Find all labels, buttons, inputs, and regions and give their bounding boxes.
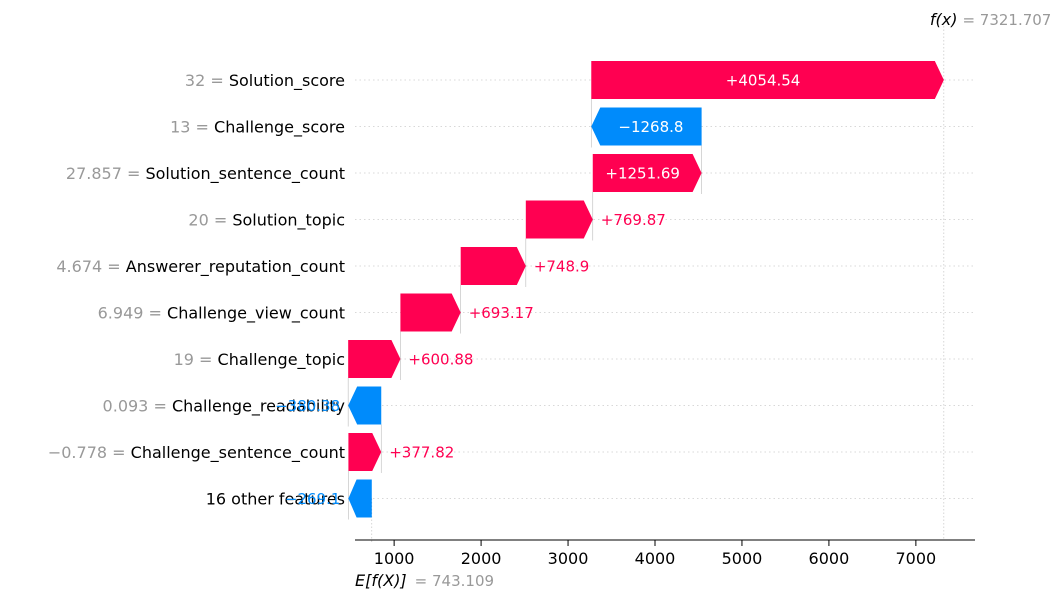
x-axis: 1000 2000 3000 4000 5000 6000 7000	[355, 539, 975, 568]
feature-value: 13 =	[170, 118, 214, 137]
bar-value-label: +1251.69	[605, 165, 680, 183]
x-tick-label: 4000	[635, 549, 676, 568]
feature-labels: 32 = Solution_score 13 = Challenge_score 2…	[48, 71, 345, 509]
feature-label: 16 other features	[206, 490, 345, 509]
bar-solution_topic	[525, 200, 593, 239]
value-guides	[347, 26, 945, 542]
x-tick-label: 1000	[374, 549, 415, 568]
feature-name: Challenge_view_count	[167, 304, 345, 324]
x-tick-label: 7000	[896, 549, 937, 568]
base-value-symbol: E[f(X)]	[355, 571, 407, 590]
final-value-symbol: f(x)	[930, 10, 958, 29]
feature-value: 19 =	[174, 350, 218, 369]
feature-value: 20 =	[188, 211, 232, 230]
feature-value: −0.778 =	[48, 443, 131, 462]
bar-value-label: −380.38	[275, 397, 340, 415]
feature-value: 32 =	[185, 71, 229, 90]
bar-value-label: +600.88	[408, 351, 473, 369]
bar-value-label: +377.82	[389, 444, 454, 462]
bar-value-label: +748.9	[534, 258, 590, 276]
bar-value-label: −269.1	[285, 490, 341, 508]
x-tick-label: 6000	[809, 549, 850, 568]
value-annotations: +4054.54 −1268.8 +1251.69 +769.87 +748.9 +693…	[275, 10, 1051, 590]
feature-name: 16 other features	[206, 490, 345, 509]
final-value-label: f(x) = 7321.707	[930, 10, 1052, 29]
feature-value: 27.857 =	[66, 164, 146, 183]
feature-label: 13 = Challenge_score	[170, 118, 345, 138]
bar-challenge_view_count	[400, 293, 461, 332]
feature-name: Answerer_reputation_count	[126, 257, 345, 277]
x-tick-label: 2000	[461, 549, 502, 568]
contribution-bars	[348, 61, 944, 518]
feature-name: Challenge_sentence_count	[131, 443, 345, 463]
feature-label: 32 = Solution_score	[185, 71, 345, 91]
bar-challenge_readability	[348, 386, 382, 425]
base-value-number: = 743.109	[415, 572, 494, 590]
feature-value: 4.674 =	[56, 257, 125, 276]
bar-value-label: +693.17	[469, 304, 534, 322]
bar-answerer_reputation_count	[460, 247, 526, 285]
feature-value: 6.949 =	[98, 304, 167, 323]
bar-value-label: +4054.54	[726, 72, 801, 90]
feature-label: −0.778 = Challenge_sentence_count	[48, 443, 345, 463]
x-tick-label: 5000	[722, 549, 763, 568]
bar-challenge_topic	[348, 340, 401, 378]
bar-challenge_score	[591, 107, 702, 146]
x-tick-label: 3000	[548, 549, 589, 568]
feature-name: Solution_sentence_count	[145, 164, 345, 184]
feature-label: 27.857 = Solution_sentence_count	[66, 164, 345, 184]
feature-label: 4.674 = Answerer_reputation_count	[56, 257, 345, 277]
feature-name: Solution_topic	[232, 211, 345, 231]
bar-value-label: −1268.8	[618, 118, 683, 136]
feature-value: 0.093 =	[103, 397, 172, 416]
base-value-label: E[f(X)] = 743.109	[355, 571, 494, 590]
bar-challenge_sentence_count	[348, 433, 382, 471]
bar-16-other-features	[348, 479, 372, 518]
bar-solution_score	[591, 61, 944, 99]
feature-label: 6.949 = Challenge_view_count	[98, 304, 345, 324]
feature-label: 19 = Challenge_topic	[174, 350, 345, 370]
feature-label: 0.093 = Challenge_readability	[103, 397, 345, 417]
feature-name: Challenge_readability	[172, 397, 345, 417]
feature-name: Challenge_score	[214, 118, 345, 138]
feature-label: 20 = Solution_topic	[188, 211, 345, 231]
final-value-number: = 7321.707	[962, 11, 1051, 29]
bar-value-label: +769.87	[601, 211, 666, 229]
bar-solution_sentence_count	[592, 154, 702, 192]
feature-name: Solution_score	[229, 71, 345, 91]
feature-name: Challenge_topic	[218, 350, 345, 370]
